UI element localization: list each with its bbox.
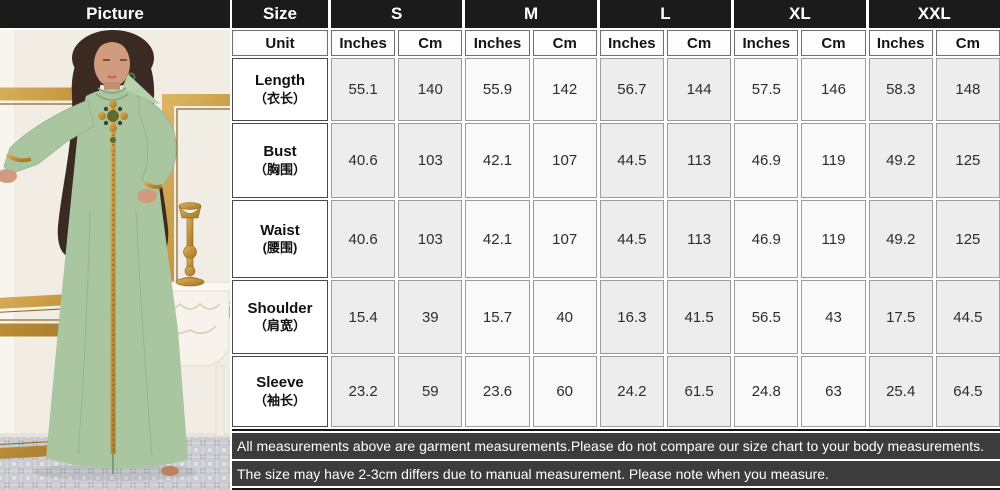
sleeve-left: [3, 99, 95, 175]
unit-cell: Cm: [398, 30, 463, 56]
hand-right: [137, 189, 157, 203]
table-cell: 119: [801, 200, 866, 278]
table-cell: 55.9: [465, 58, 530, 121]
collar: [95, 87, 129, 101]
table-cell: 15.7: [465, 280, 530, 354]
table-cell: 61.5: [666, 356, 732, 427]
size-col-s: S: [331, 0, 463, 28]
table-cell: 44.5: [935, 280, 1000, 354]
row-label-waist: Waist (腰围): [232, 200, 328, 278]
table-cell: 43: [801, 280, 866, 354]
table-cell: 44.5: [599, 200, 664, 278]
table-cell: 16.3: [599, 280, 664, 354]
size-col-m: M: [465, 0, 597, 28]
row-label-bust: Bust （胸围）: [232, 123, 328, 198]
table-cell: 63: [801, 356, 866, 427]
skirt-folds: [77, 209, 153, 457]
table-cell: 119: [801, 123, 866, 198]
unit-cell: Cm: [801, 30, 866, 56]
table-cell: 146: [801, 58, 866, 121]
jeweled-ornament: [98, 100, 128, 153]
table-cell: 56.7: [599, 58, 664, 121]
table-cell: 15.4: [331, 280, 396, 354]
table-cell: 46.9: [734, 123, 799, 198]
row-label-sleeve: Sleeve （袖长）: [232, 356, 328, 427]
hair-fringe: [94, 34, 132, 56]
unit-cell: Cm: [935, 30, 1000, 56]
sleeve-right: [137, 95, 177, 189]
table-cell: 25.4: [868, 356, 933, 427]
table-cell: 23.6: [465, 356, 530, 427]
unit-cell: Cm: [532, 30, 597, 56]
floor-shadow: [34, 463, 198, 481]
size-header-cell: Size: [232, 0, 328, 28]
table-cell: 125: [935, 123, 1000, 198]
table-cell: 58.3: [868, 58, 933, 121]
table-cell: 42.1: [465, 123, 530, 198]
table-cell: 55.1: [331, 58, 396, 121]
size-table: Size S M L XL XXL Unit Inches Cm Inches …: [232, 0, 1000, 490]
hand-left: [0, 169, 17, 183]
row-label-shoulder: Shoulder （肩宽）: [232, 280, 328, 354]
table-cell: 103: [398, 123, 463, 198]
foot: [161, 466, 179, 476]
table-cell: 49.2: [868, 200, 933, 278]
size-col-l: L: [599, 0, 732, 28]
table-cell: 140: [398, 58, 463, 121]
table-cell: 144: [666, 58, 732, 121]
bottom-bar: [232, 488, 1000, 490]
table-cell: 148: [935, 58, 1000, 121]
table-cell: 44.5: [599, 123, 664, 198]
row-label-length: Length （衣长）: [232, 58, 328, 121]
table-cell: 24.8: [734, 356, 799, 427]
table-cell: 40.6: [331, 200, 396, 278]
table-cell: 107: [532, 200, 597, 278]
table-cell: 64.5: [935, 356, 1000, 427]
table-cell: 125: [935, 200, 1000, 278]
product-photo: [0, 30, 230, 490]
table-cell: 56.5: [734, 280, 799, 354]
unit-cell: Inches: [734, 30, 799, 56]
table-cell: 42.1: [465, 200, 530, 278]
table-cell: 60: [532, 356, 597, 427]
picture-column: Picture: [0, 0, 230, 490]
table-cell: 23.2: [331, 356, 396, 427]
gold-braid: [110, 102, 116, 454]
table-cell: 46.9: [734, 200, 799, 278]
table-bottom-border: [232, 429, 1000, 431]
unit-cell: Inches: [331, 30, 396, 56]
table-cell: 17.5: [868, 280, 933, 354]
table-cell: 59: [398, 356, 463, 427]
face: [94, 41, 130, 87]
model: [0, 30, 188, 474]
unit-cell: Inches: [868, 30, 933, 56]
picture-header: Picture: [0, 0, 230, 28]
table-cell: 107: [532, 123, 597, 198]
unit-header-cell: Unit: [232, 30, 328, 56]
table-cell: 40: [532, 280, 597, 354]
measurement-note-1: All measurements above are garment measu…: [232, 433, 1000, 459]
unit-cell: Inches: [465, 30, 530, 56]
measurement-note-2: The size may have 2-3cm differs due to m…: [232, 461, 1000, 486]
table-cell: 39: [398, 280, 463, 354]
table-cell: 24.2: [599, 356, 664, 427]
size-col-xxl: XXL: [868, 0, 1000, 28]
table-cell: 41.5: [666, 280, 732, 354]
model-illustration: [0, 30, 230, 490]
table-cell: 103: [398, 200, 463, 278]
size-col-xl: XL: [734, 0, 866, 28]
unit-cell: Cm: [666, 30, 732, 56]
unit-cell: Inches: [599, 30, 664, 56]
table-cell: 113: [666, 123, 732, 198]
table-cell: 113: [666, 200, 732, 278]
candlestick: [175, 202, 205, 287]
table-cell: 142: [532, 58, 597, 121]
table-cell: 49.2: [868, 123, 933, 198]
table-cell: 40.6: [331, 123, 396, 198]
table-cell: 57.5: [734, 58, 799, 121]
